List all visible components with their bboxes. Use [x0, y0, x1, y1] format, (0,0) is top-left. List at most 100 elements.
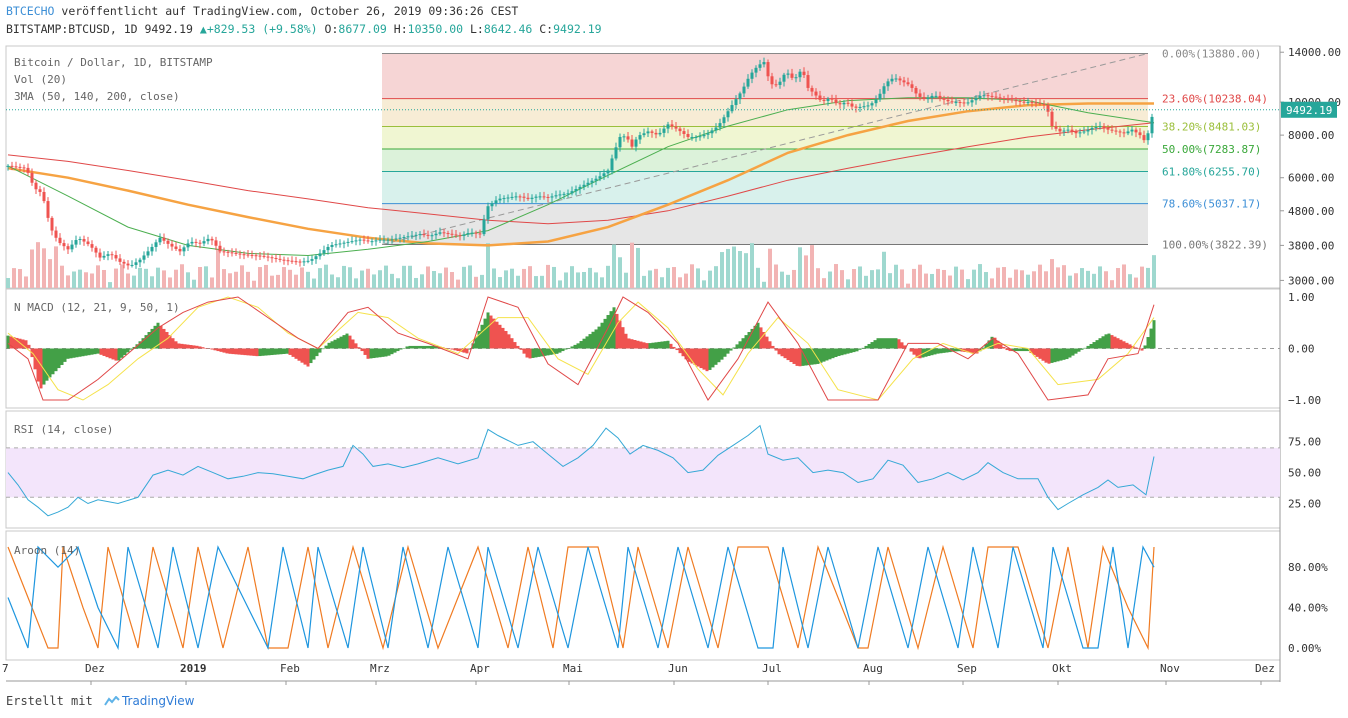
macd-histogram-bar [936, 348, 940, 354]
macd-histogram-bar [822, 348, 826, 362]
macd-histogram-bar [978, 348, 982, 352]
candle-body [1042, 103, 1046, 105]
volume-bar [654, 268, 658, 288]
fib-level-label: 50.00%(7283.87) [1162, 143, 1261, 156]
macd-histogram-bar [261, 348, 265, 356]
aroon-tick-label: 0.00% [1288, 642, 1321, 655]
macd-histogram-bar [393, 348, 397, 353]
macd-histogram-bar [843, 348, 847, 355]
candle-body [770, 76, 774, 85]
time-tick-label: Jul [762, 662, 782, 675]
candle-body [310, 259, 314, 261]
candle-body [782, 74, 786, 82]
price-tick-label: 3800.00 [1288, 239, 1334, 252]
candle-body [362, 239, 366, 241]
candle-body [786, 73, 790, 75]
macd-histogram-bar [468, 348, 472, 350]
candle-body [962, 102, 966, 104]
time-tick-label: 7 [2, 662, 9, 675]
macd-histogram-bar [348, 335, 352, 349]
macd-histogram-bar [1029, 348, 1033, 354]
candle-body [274, 257, 278, 259]
candle-body [614, 147, 618, 159]
volume-bar [588, 267, 592, 288]
macd-histogram-bar [249, 348, 253, 356]
fibonacci-retracement[interactable]: 0.00%(13880.00) 23.60%(10238.04) 38.20%(84… [381, 47, 1268, 252]
macd-histogram-bar [747, 332, 751, 349]
publisher-name[interactable]: BTCECHO [6, 4, 55, 18]
macd-histogram-bar [816, 348, 820, 364]
macd-histogram-bar [420, 345, 424, 349]
volume-bar [816, 268, 820, 288]
candle-body [834, 99, 838, 104]
volume-bar [1026, 274, 1030, 288]
volume-bar [1086, 270, 1090, 288]
candle-body [946, 99, 950, 102]
candle-body [146, 251, 150, 256]
macd-histogram-bar [666, 340, 670, 349]
volume-bar [822, 278, 826, 288]
volume-bar [978, 264, 982, 288]
macd-histogram-bar [1116, 338, 1120, 349]
candle-body [854, 106, 858, 108]
footer-tradingview[interactable]: TradingView [121, 694, 195, 708]
macd-tick-label: 1.00 [1288, 291, 1315, 304]
macd-histogram-bar [66, 348, 70, 359]
macd-histogram-bar [1086, 345, 1090, 349]
candle-body [410, 235, 414, 237]
volume-bar [342, 265, 346, 288]
volume-bar [810, 245, 814, 288]
ma200-line [7, 122, 1155, 225]
ohlc-line: BITSTAMP:BTCUSD, 1D 9492.19 ▲+829.53 (+9… [6, 22, 602, 36]
volume-bar [732, 246, 736, 288]
macd-histogram-bar [1062, 348, 1066, 360]
macd-histogram-bar [204, 347, 208, 349]
candle-body [818, 95, 822, 100]
macd-histogram-bar [642, 342, 646, 349]
candle-body [214, 240, 218, 246]
macd-histogram-bar [123, 348, 127, 356]
macd-histogram-bar [846, 348, 850, 354]
rsi-line [7, 424, 1155, 517]
macd-histogram-bar [285, 348, 289, 354]
candle-body [910, 84, 914, 88]
macd-histogram-bar [60, 348, 64, 365]
macd-histogram-bar [84, 348, 88, 356]
macd-histogram-bar [438, 346, 442, 349]
volume-bar [582, 272, 586, 288]
chart-canvas[interactable]: 0.00%(13880.00) 23.60%(10238.04) 38.20%(84… [0, 0, 1348, 690]
candle-body [430, 235, 434, 237]
macd-histogram-bar [984, 344, 988, 349]
macd-histogram-bar [216, 348, 220, 352]
volume-bar [570, 266, 574, 288]
candle-body [1126, 131, 1130, 134]
candle-body [54, 230, 58, 238]
macd-histogram-bar [918, 348, 922, 359]
macd-histogram-bar [1101, 336, 1105, 349]
macd-histogram-bar [237, 348, 241, 355]
macd-histogram-bar [48, 348, 52, 378]
time-tick-label: Sep [957, 662, 977, 675]
macd-histogram-bar [621, 327, 625, 349]
volume-bar [966, 279, 970, 288]
candle-body [1058, 128, 1062, 132]
candle-body [718, 123, 722, 128]
macd-histogram-bar [351, 339, 355, 349]
macd-histogram-bar [999, 343, 1003, 349]
macd-histogram-bar [90, 348, 94, 355]
volume-bar [1020, 270, 1024, 288]
candle-body [678, 128, 682, 132]
candle-body [650, 131, 654, 133]
macd-histogram-bar [651, 342, 655, 349]
candle-body [558, 194, 562, 196]
macd-histogram-bar [927, 348, 931, 356]
candle-body [658, 132, 662, 135]
volume-bar [762, 281, 766, 288]
volume-bar [702, 280, 706, 288]
volume-bar [774, 264, 778, 288]
macd-histogram-bar [993, 337, 997, 349]
macd-histogram-bar [807, 348, 811, 366]
volume-bar [768, 248, 772, 288]
volume-bar [594, 272, 598, 288]
volume-bar [660, 277, 664, 288]
